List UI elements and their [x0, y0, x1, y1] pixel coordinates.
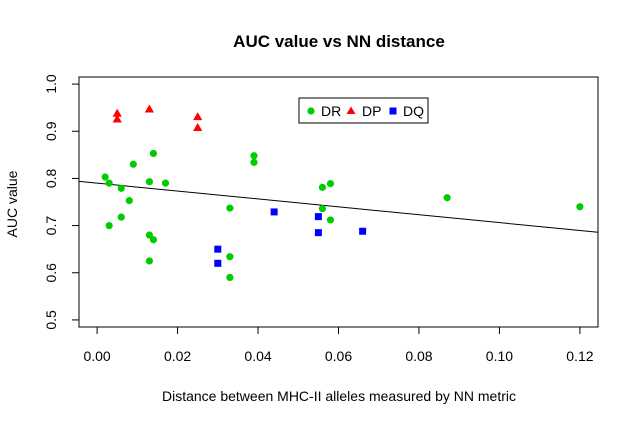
point-dr	[149, 149, 158, 158]
point-dr	[101, 173, 109, 181]
point-dr	[145, 178, 154, 186]
point-dq	[359, 227, 367, 235]
legend-marker-dr	[307, 107, 315, 115]
legend: DR DP DQ	[298, 97, 429, 124]
point-dq	[214, 259, 222, 267]
point-dr	[250, 158, 258, 166]
point-dr	[318, 205, 327, 213]
point-dr	[443, 194, 451, 202]
x-axis-label: Distance between MHC-II alleles measured…	[162, 388, 516, 404]
point-dr	[145, 231, 154, 239]
y-tick-label: 0.8	[43, 168, 59, 188]
point-dr	[326, 180, 335, 188]
x-tick-label: 0.06	[325, 348, 352, 364]
x-tick-label: 0.10	[486, 348, 513, 364]
y-tick-label: 0.7	[43, 216, 59, 236]
point-dr	[226, 253, 234, 261]
y-axis-label: AUC value	[4, 170, 20, 237]
point-dp	[112, 108, 122, 117]
point-dr	[226, 273, 234, 282]
point-dq	[314, 229, 322, 237]
point-dr	[576, 203, 584, 211]
point-dr	[250, 152, 258, 160]
point-dr	[226, 204, 234, 212]
legend-marker-dq	[389, 107, 397, 115]
x-tick-label: 0.00	[83, 348, 110, 364]
point-dq	[214, 245, 222, 253]
y-tick-label: 0.6	[43, 263, 59, 283]
legend-label-dr: DR	[321, 103, 341, 119]
x-tick-label: 0.12	[566, 348, 593, 364]
point-dp	[144, 104, 155, 113]
point-dq	[314, 213, 322, 221]
x-tick-label: 0.02	[164, 348, 191, 364]
y-tick-label: 0.9	[43, 121, 59, 141]
point-dr	[129, 160, 137, 168]
x-axis: 0.00 0.02 0.04 0.06 0.08 0.10 0.12	[83, 326, 594, 364]
legend-marker-dp	[346, 106, 356, 114]
point-dr	[117, 213, 125, 221]
chart-title: AUC value vs NN distance	[233, 32, 445, 51]
y-tick-label: 0.5	[43, 310, 59, 330]
point-dr	[149, 236, 158, 244]
point-dr	[105, 179, 113, 187]
legend-label-dq: DQ	[403, 103, 424, 119]
regression-line-group	[78, 180, 599, 233]
regression-line	[78, 180, 599, 233]
point-dr	[125, 196, 133, 205]
point-dp	[193, 122, 203, 131]
point-dr	[117, 184, 125, 192]
point-dr	[105, 221, 113, 230]
point-dr	[326, 216, 335, 224]
point-dr	[161, 179, 170, 187]
legend-box	[298, 97, 429, 124]
legend-label-dp: DP	[362, 103, 381, 119]
point-dq	[270, 208, 278, 216]
point-dp	[193, 112, 203, 121]
point-dr	[145, 257, 154, 265]
point-dr	[318, 183, 327, 191]
x-tick-label: 0.08	[405, 348, 432, 364]
point-dp	[112, 114, 122, 123]
data-points	[101, 104, 584, 282]
y-axis: 0.5 0.6 0.7 0.8 0.9 1.0	[43, 74, 80, 330]
x-tick-label: 0.04	[244, 348, 271, 364]
y-tick-label: 1.0	[43, 74, 59, 94]
